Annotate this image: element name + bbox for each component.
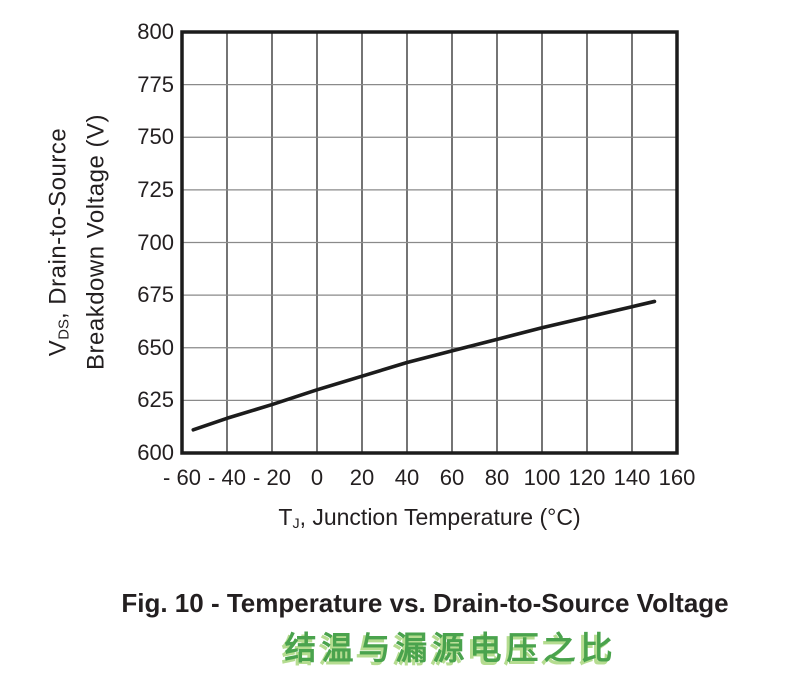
y-tick-label: 625 <box>137 387 174 413</box>
x-tick-label: - 40 <box>208 465 246 490</box>
x-tick-label: 40 <box>394 465 420 490</box>
x-tick-label: 120 <box>568 465 606 490</box>
y-tick-label: 800 <box>137 19 174 44</box>
x-tick-label: 20 <box>349 465 375 490</box>
y-tick-label: 675 <box>137 282 174 308</box>
y-tick-label: 650 <box>137 334 174 360</box>
x-tick-label: 80 <box>484 465 510 490</box>
curve-drain-to-source-breakdown-voltage <box>191 299 657 432</box>
y-axis-title-line1: VDS, Drain-to-Source <box>44 127 73 357</box>
figure-caption: Fig. 10 - Temperature vs. Drain-to-Sourc… <box>121 588 729 618</box>
plot-area <box>180 30 679 455</box>
y-tick-label: 775 <box>137 71 174 97</box>
y-axis-title: VDS, Drain-to-Source Breakdown Voltage (… <box>42 114 111 370</box>
figure-caption-chinese: 结温与漏源电压之比 <box>284 630 618 666</box>
x-tick-label: - 20 <box>253 465 291 490</box>
y-tick-label: 750 <box>137 124 174 150</box>
x-tick-label: 100 <box>523 465 561 490</box>
x-tick-label: 0 <box>310 465 324 490</box>
x-tick-label: - 60 <box>163 465 201 490</box>
x-tick-label: 60 <box>439 465 465 490</box>
y-tick-label: 700 <box>137 229 174 255</box>
plot-border <box>180 30 679 455</box>
x-tick-label: 160 <box>658 465 696 490</box>
x-tick-label: 140 <box>613 465 651 490</box>
x-axis-title: TJ, Junction Temperature (°C) <box>278 504 581 533</box>
y-tick-label: 725 <box>137 176 174 202</box>
y-tick-label: 600 <box>137 440 174 465</box>
y-axis-title-line2: Breakdown Voltage (V) <box>82 114 110 370</box>
